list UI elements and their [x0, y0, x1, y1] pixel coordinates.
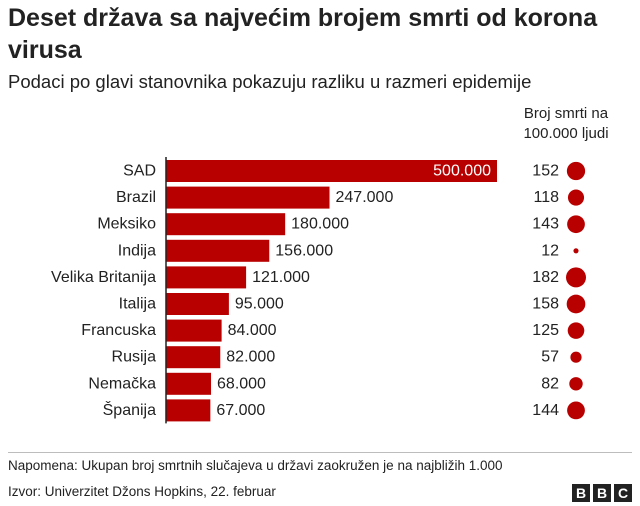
category-label: Francuska	[81, 322, 156, 339]
rate-header-line-1: Broj smrti na	[523, 105, 609, 122]
bbc-logo: B B C	[572, 484, 632, 502]
bar-value-label: 68.000	[217, 375, 266, 392]
rate-dot	[567, 215, 585, 234]
category-label: Rusija	[112, 349, 157, 366]
rate-dot	[566, 161, 586, 181]
bar	[166, 213, 286, 236]
category-label: Velika Britanija	[51, 269, 156, 286]
bar	[166, 266, 247, 289]
rate-value-label: 144	[532, 402, 559, 419]
bar-value-label: 121.000	[252, 269, 310, 286]
bar-chart: SAD 500.000 152 Brazil 247.000 118 Meksiko 180.…	[51, 157, 586, 424]
rate-value-label: 182	[532, 269, 559, 286]
rate-dot	[569, 377, 583, 391]
category-label: Španija	[103, 400, 156, 419]
bbc-logo-letter: B	[593, 484, 611, 502]
rate-value-label: 82	[541, 375, 559, 392]
rate-dot	[566, 267, 586, 288]
bar-value-label: 67.000	[216, 402, 265, 419]
category-label: Indija	[118, 242, 156, 259]
chart-subtitle: Podaci po glavi stanovnika pokazuju razl…	[8, 71, 532, 92]
category-label: Meksiko	[97, 216, 156, 233]
footnote: Napomena: Ukupan broj smrtnih slučajeva …	[8, 458, 503, 473]
rate-value-label: 143	[532, 216, 559, 233]
rate-dot	[566, 294, 586, 314]
rate-dot	[567, 401, 585, 420]
rate-dot	[567, 322, 585, 339]
bar	[166, 160, 497, 182]
bar-value-label: 247.000	[336, 189, 394, 206]
bar	[166, 346, 221, 369]
rate-value-label: 57	[541, 349, 559, 366]
bar	[166, 319, 222, 342]
rate-value-label: 12	[541, 242, 559, 259]
bar-value-label: 180.000	[291, 216, 349, 233]
rate-header-line-2: 100.000 ljudi	[523, 125, 609, 142]
bar-value-label: 500.000	[433, 163, 491, 180]
bar	[166, 399, 211, 422]
category-label: Nemačka	[88, 375, 156, 392]
rate-value-label: 125	[532, 322, 559, 339]
bar	[166, 293, 229, 315]
rate-dot	[570, 351, 582, 363]
bar	[166, 372, 212, 395]
bbc-logo-letter: B	[572, 484, 590, 502]
rate-dot	[567, 189, 585, 206]
bar	[166, 239, 270, 262]
rate-value-label: 158	[532, 296, 559, 313]
rate-value-label: 118	[533, 189, 559, 206]
source-credit: Izvor: Univerzitet Džons Hopkins, 22. fe…	[8, 484, 276, 499]
bbc-logo-letter: C	[614, 484, 632, 502]
bar	[166, 186, 330, 209]
bar-value-label: 156.000	[275, 242, 333, 259]
bar-value-label: 84.000	[228, 322, 277, 339]
rate-value-label: 152	[532, 163, 559, 180]
rate-dot	[573, 248, 579, 254]
rate-column-header: Broj smrti na 100.000 ljudi	[500, 104, 632, 144]
bar-value-label: 95.000	[235, 296, 284, 313]
category-label: SAD	[123, 163, 156, 180]
chart-title: Deset država sa najvećim brojem smrti od…	[8, 4, 598, 64]
footer-divider	[8, 452, 632, 453]
bar-value-label: 82.000	[226, 349, 275, 366]
category-label: Italija	[119, 296, 156, 313]
category-label: Brazil	[116, 189, 156, 206]
